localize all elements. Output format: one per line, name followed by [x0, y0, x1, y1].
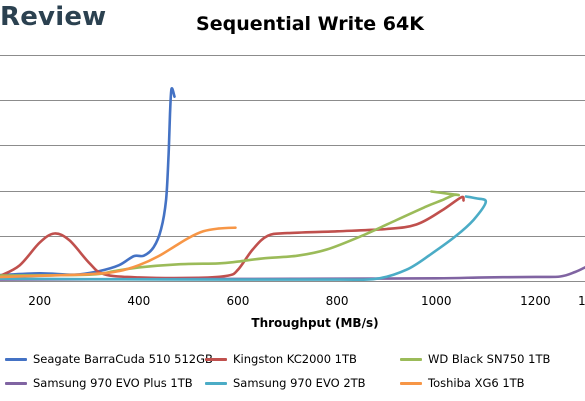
line-chart: 200 400 600 800 1000 1200 1 Throughput (MB/s) [0, 55, 585, 330]
series-line-wd-black-sn750-1tb [0, 190, 461, 277]
x-axis-title: Throughput (MB/s) [251, 316, 378, 330]
legend-swatch [205, 381, 227, 385]
series-line-kingston-kc2000-1tb [0, 195, 465, 280]
legend-swatch [5, 357, 27, 361]
legend-item: Toshiba XG6 1TB [400, 376, 525, 390]
brand-logo-text: Review [0, 2, 107, 32]
legend-label: Samsung 970 EVO Plus 1TB [33, 376, 193, 390]
series-line-toshiba-xg6-1tb [0, 226, 237, 279]
legend-label: Samsung 970 EVO 2TB [233, 376, 366, 390]
x-tick-label-200: 200 [28, 294, 51, 308]
x-tick-label-400: 400 [127, 294, 150, 308]
series-line-samsung-970-evo-2tb [0, 195, 488, 282]
legend-swatch [400, 357, 422, 361]
x-tick-label-1200: 1200 [520, 294, 551, 308]
legend-swatch [400, 381, 422, 385]
legend-item: WD Black SN750 1TB [400, 352, 550, 366]
chart-title: Sequential Write 64K [196, 13, 424, 35]
chart-legend: Seagate BarraCuda 510 512GB Kingston KC20… [0, 346, 585, 401]
legend-item: Samsung 970 EVO 2TB [205, 376, 366, 390]
legend-swatch [5, 381, 27, 385]
legend-label: Kingston KC2000 1TB [233, 352, 357, 366]
legend-label: Seagate BarraCuda 510 512GB [33, 352, 213, 366]
x-tick-label-600: 600 [227, 294, 250, 308]
legend-swatch [205, 357, 227, 361]
legend-label: WD Black SN750 1TB [428, 352, 551, 366]
legend-item: Seagate BarraCuda 510 512GB [5, 352, 213, 366]
legend-item: Samsung 970 EVO Plus 1TB [5, 376, 193, 390]
series-line-seagate-barracuda-510-512gb [0, 87, 176, 277]
legend-label: Toshiba XG6 1TB [428, 376, 525, 390]
legend-item: Kingston KC2000 1TB [205, 352, 357, 366]
x-tick-label-800: 800 [326, 294, 349, 308]
x-tick-label-1000: 1000 [421, 294, 452, 308]
x-tick-label-clipped: 1 [578, 294, 585, 308]
